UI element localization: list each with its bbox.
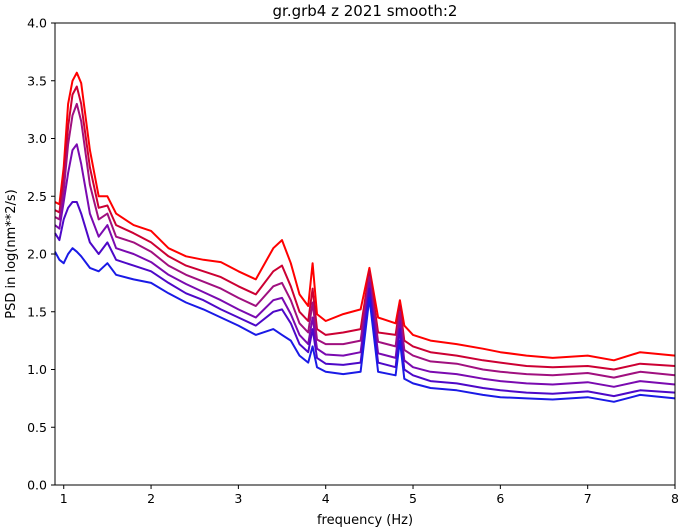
x-tick-label: 1 (60, 491, 68, 506)
y-tick-label: 3.0 (27, 131, 47, 146)
x-axis: 1 2 3 4 5 6 7 8 (60, 485, 679, 506)
x-tick-label: 4 (322, 491, 330, 506)
y-axis-title: PSD in log(nm**2/s) (4, 189, 19, 319)
series-line-3 (54, 102, 676, 379)
y-axis: 0.0 0.5 1.0 1.5 2.0 2.5 3.0 3.5 4.0 (27, 16, 55, 493)
x-tick-label: 3 (234, 491, 242, 506)
y-tick-label: 0.5 (27, 420, 47, 435)
series-line-1 (54, 71, 676, 362)
x-tick-label: 6 (496, 491, 504, 506)
x-tick-label: 8 (671, 491, 679, 506)
series-line-5 (54, 201, 676, 398)
x-tick-label: 7 (584, 491, 592, 506)
y-tick-label: 1.0 (27, 362, 47, 377)
y-tick-label: 1.5 (27, 304, 47, 319)
x-tick-label: 5 (409, 491, 417, 506)
x-axis-title: frequency (Hz) (317, 513, 413, 528)
plot-frame (54, 22, 676, 486)
y-tick-label: 0.0 (27, 478, 47, 493)
plot-area (54, 71, 676, 403)
chart-title: gr.grb4 z 2021 smooth:2 (273, 2, 458, 20)
series-line-4 (54, 143, 676, 388)
y-tick-label: 3.5 (27, 73, 47, 88)
y-tick-label: 2.5 (27, 189, 47, 204)
series-line-6 (54, 247, 676, 403)
x-tick-label: 2 (147, 491, 155, 506)
series-line-2 (54, 85, 676, 371)
y-tick-label: 2.0 (27, 247, 47, 262)
y-tick-label: 4.0 (27, 16, 47, 31)
